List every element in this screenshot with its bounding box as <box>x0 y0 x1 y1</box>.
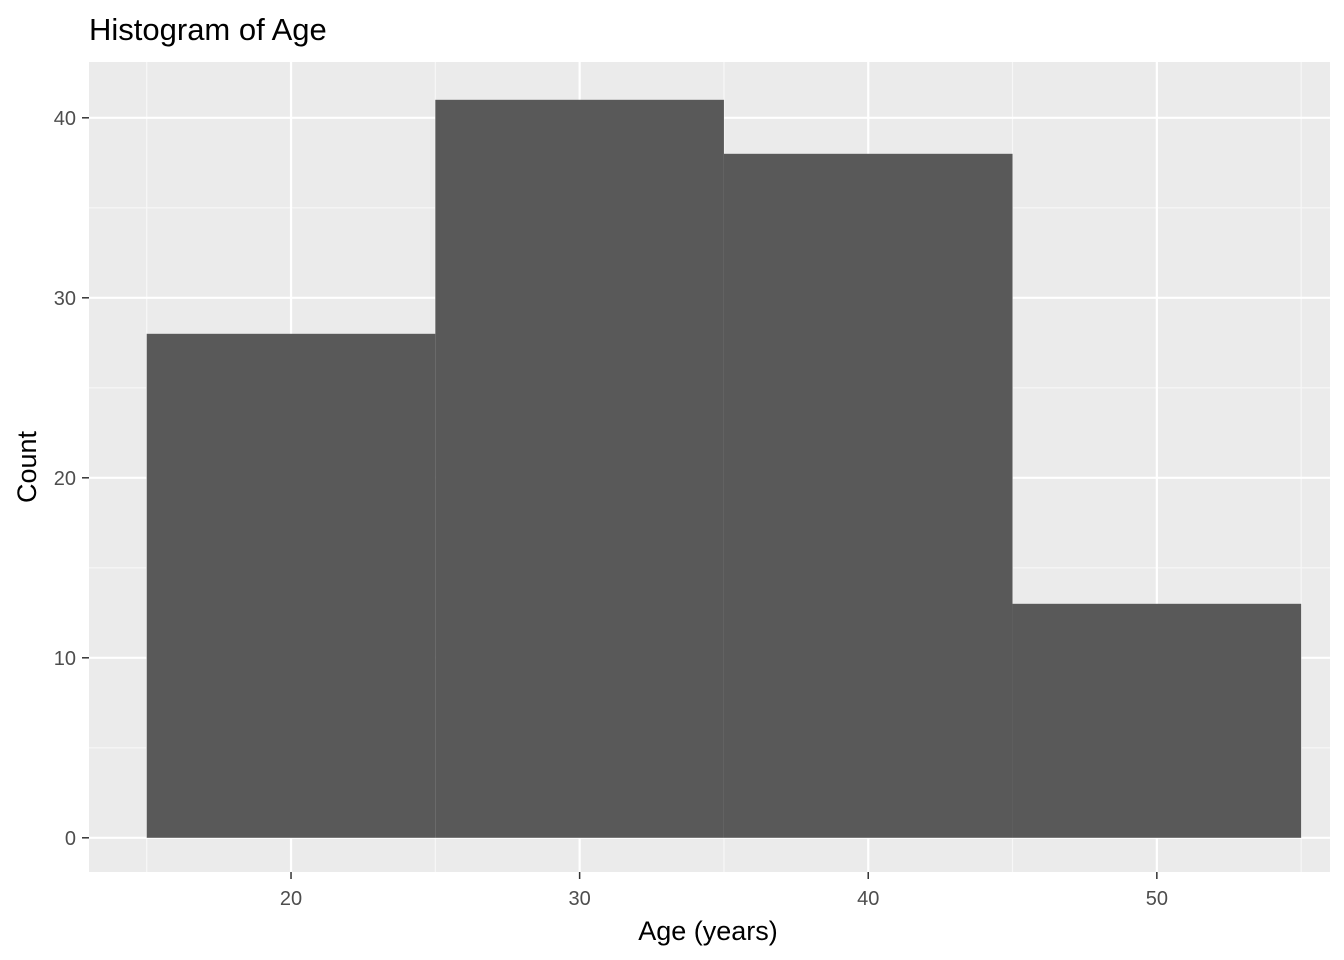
x-axis-ticks: 20 30 40 50 <box>280 872 1168 910</box>
histogram-bar-1 <box>146 333 436 838</box>
y-tick-label: 20 <box>54 468 76 490</box>
x-tick-label: 50 <box>1146 888 1168 910</box>
bars <box>146 99 1302 838</box>
y-tick-label: 30 <box>54 288 76 310</box>
histogram-bar-3 <box>723 153 1013 838</box>
x-axis-title: Age (years) <box>638 916 778 946</box>
y-tick-label: 40 <box>54 108 76 130</box>
y-axis-ticks: 0 10 20 30 40 <box>54 108 89 850</box>
chart-title: Histogram of Age <box>89 12 327 47</box>
x-tick-label: 40 <box>857 888 879 910</box>
x-tick-label: 20 <box>280 888 302 910</box>
histogram-bar-2 <box>435 99 724 838</box>
y-tick-label: 10 <box>54 648 76 670</box>
histogram-bar-4 <box>1012 603 1302 838</box>
y-tick-label: 0 <box>65 828 76 850</box>
y-axis-title: Count <box>12 430 42 503</box>
x-tick-label: 30 <box>569 888 591 910</box>
